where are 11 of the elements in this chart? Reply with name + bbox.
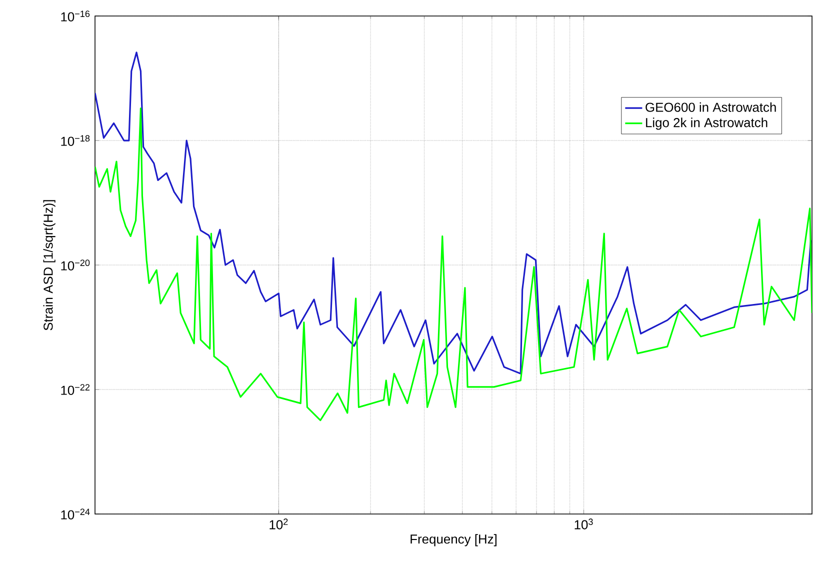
x-axis-title: Frequency [Hz]: [410, 534, 496, 546]
x-tick-label: 10$^{3}$: [574, 518, 593, 530]
y-axis-title: Strain ASD [1/sqrt(Hz)]: [43, 200, 56, 330]
legend-label: GEO600 in Astrowatch: [646, 102, 776, 112]
y-tick-label: 10$^{−22}$: [61, 384, 90, 395]
y-tick-label: 10$^{−16}$: [61, 10, 90, 22]
y-tick-label: 10$^{−18}$: [61, 135, 90, 146]
y-tick-label: 10$^{−20}$: [61, 260, 90, 270]
x-tick-label: 10$^{2}$: [270, 518, 288, 530]
legend-label: Ligo 2k in Astrowatch: [646, 118, 768, 130]
y-tick-label: 10$^{−24}$: [61, 508, 90, 520]
